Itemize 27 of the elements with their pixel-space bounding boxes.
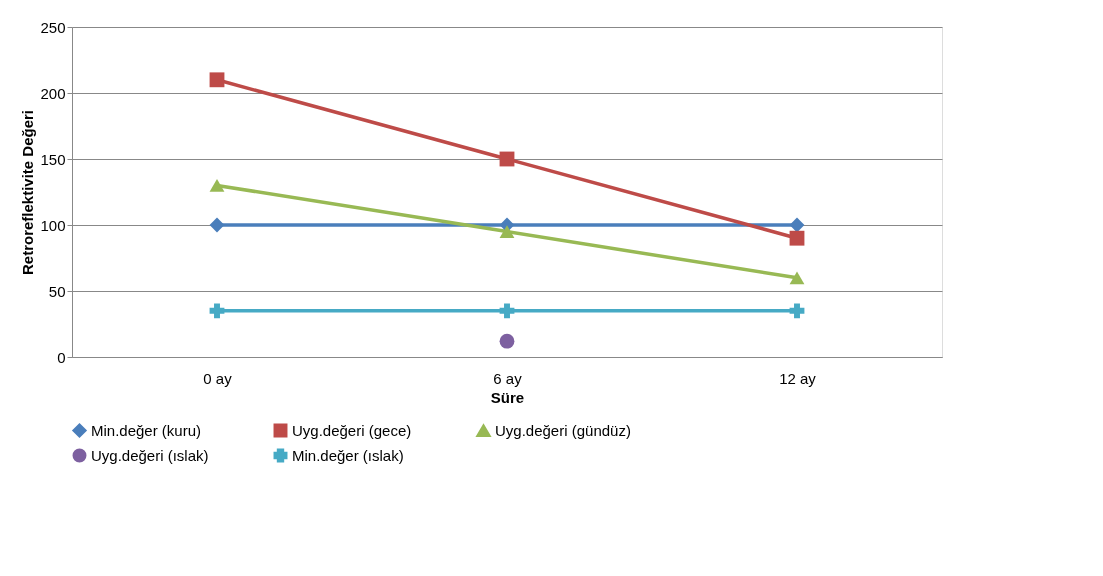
legend-label: Uyg.değeri (ıslak) [91,446,209,464]
x-tick-label: 6 ay [493,369,523,387]
point [209,217,225,233]
point [499,225,515,239]
point [499,303,515,319]
y-tick-label: 50 [48,282,66,300]
point [209,72,225,88]
x-tick-label: 0 ay [203,369,233,387]
point [789,217,805,233]
y-tick-label: 0 [57,348,66,366]
y-tick-label: 200 [40,84,66,102]
legend-label: Uyg.değeri (gece) [292,421,412,439]
legend-label: Min.değer (ıslak) [292,446,404,464]
point [789,303,805,319]
point [499,333,515,349]
point [209,178,225,192]
point [789,271,805,285]
y-tick-label: 250 [40,18,66,36]
legend-label: Min.değer (kuru) [91,421,202,439]
y-tick-label: 100 [40,216,66,234]
legend-label: Uyg.değeri (gündüz) [495,421,631,439]
point [789,230,805,246]
x-tick-label: 12 ay [779,369,817,387]
y-axis-title: Retroreflektivite Değeri [19,109,37,276]
y-tick-label: 150 [40,150,66,168]
point [209,303,225,319]
x-axis-title: Süre [490,388,525,406]
